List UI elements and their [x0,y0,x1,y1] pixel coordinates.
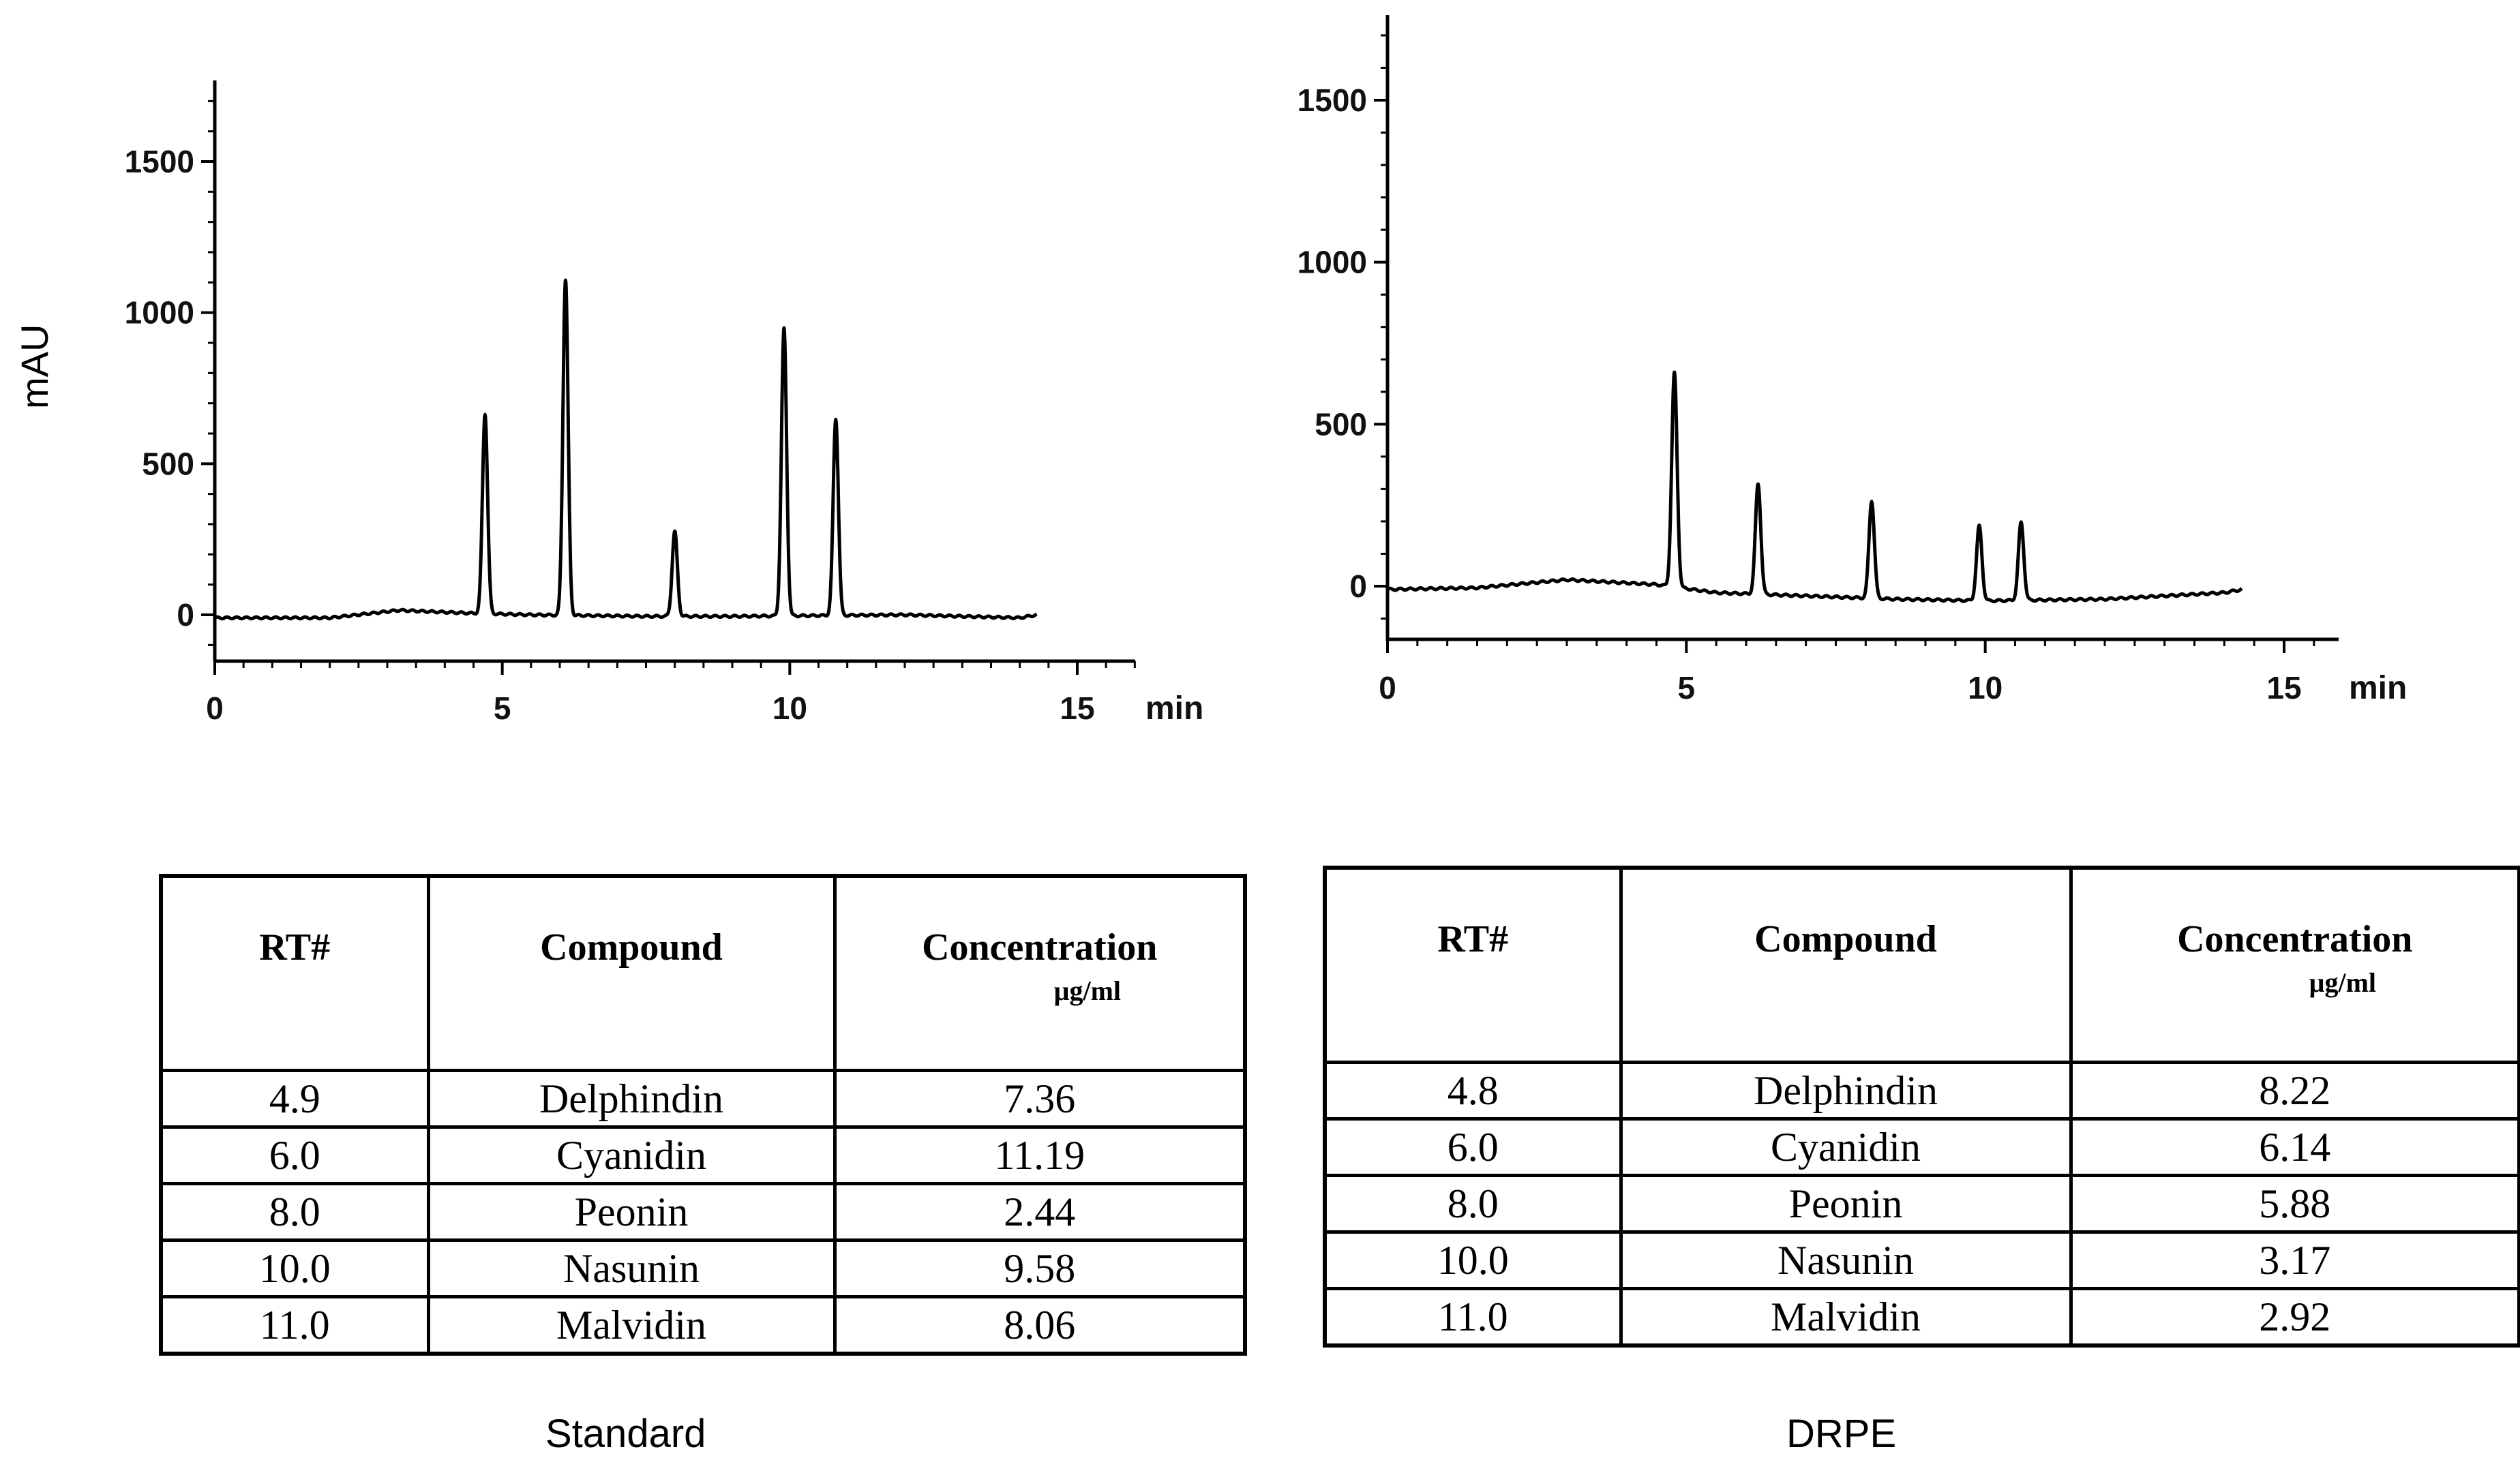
header-rt: RT# [1323,866,1623,1064]
cell-compound: Nasunin [1619,1230,2073,1290]
x-unit-label: min [2349,670,2407,706]
table-row: 8.0 Peonin 2.44 [159,1182,1247,1242]
header-rt: RT# [159,874,430,1072]
cell-rt: 11.0 [1323,1287,1623,1348]
header-concentration-unit: µg/ml [2309,967,2377,998]
table-row: 8.0 Peonin 5.88 [1323,1174,2520,1234]
cell-concentration: 3.17 [2069,1230,2520,1290]
table-row: 11.0 Malvidin 8.06 [159,1295,1247,1356]
cell-compound: Malvidin [1619,1287,2073,1348]
table-row: 6.0 Cyanidin 6.14 [1323,1117,2520,1177]
peak-apex [673,530,676,534]
cell-compound: Cyanidin [1619,1117,2073,1177]
chromatogram-drpe: 0 500 1000 1500 0 5 10 15 min [1298,15,2407,706]
header-concentration: Concentration µg/ml [2069,866,2520,1064]
cell-compound: Malvidin [426,1295,837,1356]
cell-rt: 10.0 [159,1238,430,1298]
peak-apex [1977,524,1981,528]
chromatogram-trace [213,278,1038,621]
x-tick-label: 10 [772,690,807,726]
cell-rt: 6.0 [1323,1117,1623,1177]
chromatogram-trace [1385,370,2244,604]
x-tick-label: 0 [1379,670,1396,705]
y-tick-label: 1500 [125,144,194,179]
cell-rt: 10.0 [1323,1230,1623,1290]
table-standard: RT# Compound Concentration µg/ml 4.9 Del… [159,874,1247,1356]
cell-concentration: 6.14 [2069,1117,2520,1177]
cell-rt: 4.8 [1323,1061,1623,1121]
header-compound: Compound [1619,866,2073,1064]
cell-concentration: 8.22 [2069,1061,2520,1121]
cell-rt: 8.0 [1323,1174,1623,1234]
x-tick-label: 15 [1060,690,1094,726]
table-row: 4.8 Delphindin 8.22 [1323,1061,2520,1121]
cell-rt: 8.0 [159,1182,430,1242]
x-tick-label: 10 [1968,670,2002,705]
peak-apex [2020,521,2023,524]
y-tick-label: 1000 [125,295,194,331]
cell-concentration: 7.36 [832,1069,1247,1129]
cell-concentration: 11.19 [832,1125,1247,1185]
cell-rt: 4.9 [159,1069,430,1129]
peak-apex [1756,483,1760,486]
peak-apex [782,327,785,331]
x-tick-label: 5 [1678,670,1696,705]
table-row: 10.0 Nasunin 9.58 [159,1238,1247,1298]
cell-compound: Cyanidin [426,1125,837,1185]
cell-concentration: 8.06 [832,1295,1247,1356]
y-tick-label: 1000 [1298,245,1367,280]
x-tick-label: 5 [494,690,511,726]
cell-compound: Nasunin [426,1238,837,1298]
table-row: 6.0 Cyanidin 11.19 [159,1125,1247,1185]
x-unit-label: min [1145,690,1203,727]
x-tick-label: 15 [2266,670,2301,705]
table-row: 10.0 Nasunin 3.17 [1323,1230,2520,1290]
peak-apex [483,412,487,416]
y-tick-label: 500 [1315,406,1367,442]
header-compound: Compound [426,874,837,1072]
chromatogram-charts: 0 500 1000 1500 0 5 10 15 min 0 500 1000 1500 0 5 10 15… [125,15,2407,727]
cell-concentration: 5.88 [2069,1174,2520,1234]
cell-compound: Peonin [1619,1174,2073,1234]
peak-apex [834,417,837,421]
table-header-row: RT# Compound Concentration µg/ml [159,874,1247,1072]
caption-standard: Standard [545,1412,706,1456]
cell-concentration: 2.44 [832,1182,1247,1242]
peak-apex [564,278,567,282]
cell-compound: Peonin [426,1182,837,1242]
y-tick-label: 0 [177,597,194,633]
table-drpe: RT# Compound Concentration µg/ml 4.8 Del… [1323,866,2520,1348]
cell-concentration: 9.58 [832,1238,1247,1298]
peak-apex [1870,500,1874,503]
header-concentration-unit: µg/ml [1053,975,1122,1006]
cell-compound: Delphindin [1619,1061,2073,1121]
caption-drpe: DRPE [1786,1412,1897,1456]
y-tick-label: 500 [142,446,194,481]
header-concentration: Concentration µg/ml [832,874,1247,1072]
x-tick-label: 0 [206,690,224,726]
header-concentration-label: Concentration [2177,918,2413,960]
cell-rt: 11.0 [159,1295,430,1356]
cell-concentration: 2.92 [2069,1287,2520,1348]
header-concentration-label: Concentration [922,926,1158,969]
y-tick-label: 1500 [1298,82,1367,118]
chromatogram-standard: 0 500 1000 1500 0 5 10 15 min [125,80,1203,727]
cell-rt: 6.0 [159,1125,430,1185]
table-header-row: RT# Compound Concentration µg/ml [1323,866,2520,1064]
table-row: 11.0 Malvidin 2.92 [1323,1287,2520,1348]
table-row: 4.9 Delphindin 7.36 [159,1069,1247,1129]
cell-compound: Delphindin [426,1069,837,1129]
y-tick-label: 0 [1349,568,1367,604]
peak-apex [1672,371,1676,375]
